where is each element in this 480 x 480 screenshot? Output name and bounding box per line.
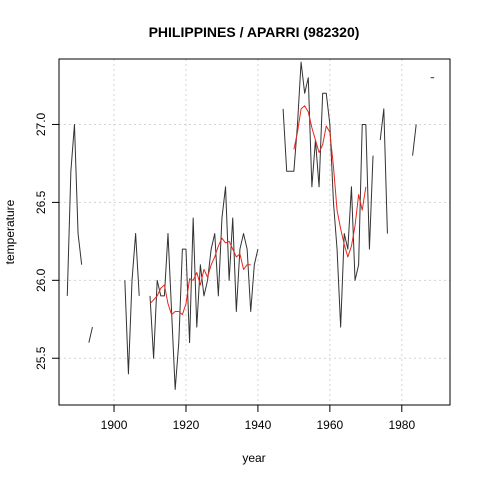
y-axis-label: temperature [3, 199, 17, 264]
plot-frame [58, 58, 451, 406]
y-tick-label-26.5: 26.5 [34, 190, 48, 214]
x-tick-label-1960: 1960 [317, 418, 344, 432]
x-tick-label-1980: 1980 [388, 418, 415, 432]
chart-title: PHILIPPINES / APARRI (982320) [149, 24, 360, 40]
x-tick-label-1940: 1940 [245, 418, 272, 432]
annual-series-segment-4 [149, 186, 259, 390]
y-axis: 25.5 26.0 26.5 27.0 [34, 112, 60, 370]
annual-series-segment-3 [124, 233, 140, 375]
annual-series-segment-7 [412, 124, 417, 156]
grid [59, 59, 450, 405]
smoothed-series-segment-2 [293, 105, 367, 258]
annual-series-segment-6 [379, 108, 388, 234]
x-tick-label-1920: 1920 [173, 418, 200, 432]
annual-series-segment-1 [66, 123, 83, 296]
y-tick-label-26.0: 26.0 [34, 268, 48, 292]
annual-series-segment-2 [88, 326, 93, 343]
y-tick-label-27.0: 27.0 [34, 112, 48, 136]
x-tick-label-1900: 1900 [101, 418, 128, 432]
x-axis: 1900 1920 1940 1960 1980 [101, 404, 415, 432]
smoothed-series-segment-1 [149, 237, 251, 316]
y-tick-label-25.5: 25.5 [34, 346, 48, 370]
annual-series-segment-5 [282, 61, 374, 328]
series-layer [66, 61, 435, 390]
x-axis-label: year [242, 451, 265, 465]
